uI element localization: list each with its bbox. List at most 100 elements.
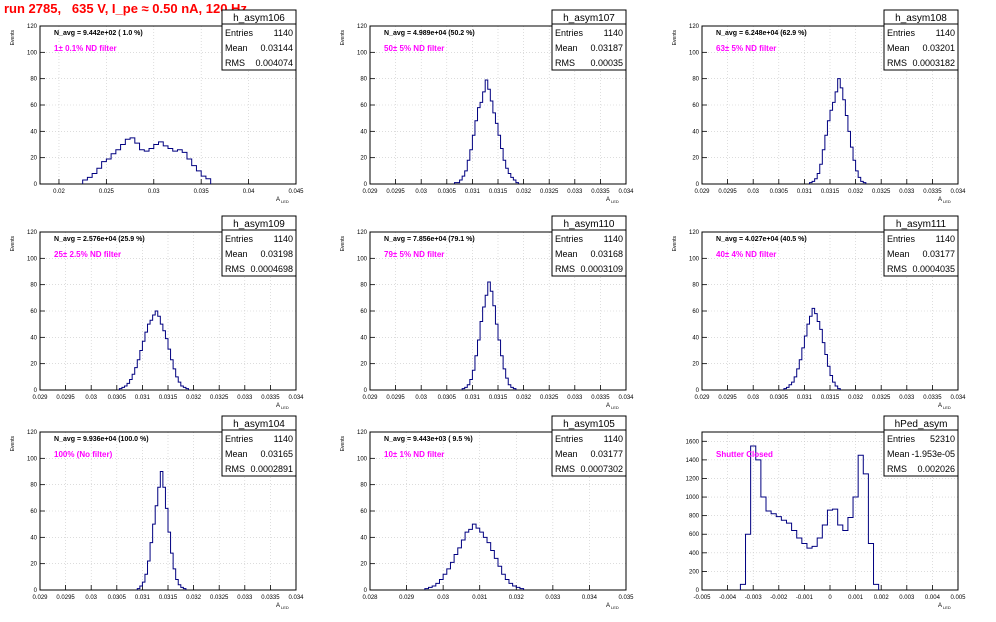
stats-mean-value: 0.03201 [922, 43, 955, 53]
histogram-bin [488, 89, 491, 184]
histogram-bin [840, 88, 843, 184]
histogram-bin [797, 538, 802, 590]
histogram-bin [158, 316, 161, 390]
histogram-bins [137, 472, 186, 591]
x-tick-label: 0.035 [618, 595, 634, 601]
y-tick-label: 0 [364, 388, 368, 394]
histogram-bin [472, 524, 476, 590]
filter-label: 63± 5% ND filter [716, 44, 776, 53]
x-tick-label: 0.033 [567, 189, 583, 195]
histogram-bin [740, 584, 745, 590]
x-axis-label: A [938, 603, 942, 609]
histogram-bin [121, 145, 126, 185]
stats-entries-value: 1140 [604, 434, 623, 444]
histogram-bin [815, 314, 818, 390]
stats-mean-label: Mean [887, 43, 910, 53]
histogram-bin [83, 180, 88, 184]
histogram-bin [469, 529, 473, 590]
x-tick-label: 0.034 [618, 189, 634, 195]
x-tick-label: 0.029 [362, 189, 378, 195]
stats-box [883, 9, 959, 71]
stats-hist-name: h_asym108 [895, 13, 947, 24]
y-tick-label: 0 [34, 388, 38, 394]
histogram-bin [150, 320, 153, 390]
x-tick-label: 0.0315 [489, 189, 508, 195]
y-tick-label: 120 [27, 230, 38, 236]
histogram-bin [454, 554, 458, 590]
histogram-bin [502, 574, 506, 590]
y-tick-label: 40 [30, 335, 37, 341]
histogram-bin [776, 517, 781, 590]
y-tick-label: 0 [696, 588, 700, 594]
histogram-bins [784, 308, 840, 390]
x-tick-label: 0.001 [848, 595, 864, 601]
y-tick-label: 0 [364, 588, 368, 594]
histogram-bin [817, 322, 820, 390]
y-tick-label: 80 [692, 77, 699, 83]
x-tick-label: 0.0295 [718, 189, 737, 195]
x-tick-label: 0.029 [694, 189, 710, 195]
histogram-bin [483, 537, 487, 590]
x-axis-label: A [938, 403, 942, 409]
histogram-bin [761, 497, 766, 590]
navg-label: N_avg = 6.248e+04 (62.9 %) [716, 30, 807, 37]
x-tick-label: 0.0295 [386, 189, 405, 195]
filter-label: 40± 4% ND filter [716, 250, 776, 259]
stats-entries-label: Entries [225, 434, 254, 444]
x-tick-label: 0.033 [567, 395, 583, 401]
stats-hist-name: h_asym106 [233, 13, 285, 24]
x-tick-label: 0.03 [747, 395, 759, 401]
x-tick-label: 0.0315 [159, 595, 178, 601]
stats-mean-value: 0.03144 [260, 43, 293, 53]
histogram-bins [462, 282, 516, 390]
x-tick-label: 0.0335 [923, 189, 942, 195]
histogram-bin [154, 145, 159, 185]
x-tick-label: 0.028 [362, 595, 378, 601]
stats-entries-label: Entries [887, 28, 916, 38]
stats-rms-label: RMS [225, 58, 245, 68]
histogram-bin [513, 586, 517, 590]
stats-mean-label: Mean [225, 249, 248, 259]
x-axis-label-subscript: LED [943, 405, 951, 410]
navg-label: N_avg = 9.936e+04 (100.0 %) [54, 436, 149, 443]
histogram-bin [822, 525, 827, 590]
stats-rms-label: RMS [225, 464, 245, 474]
histogram-bin [756, 460, 761, 590]
navg-label: N_avg = 2.576e+04 (25.9 %) [54, 236, 145, 243]
filter-label: 25± 2.5% ND filter [54, 250, 121, 259]
histogram-bin [461, 540, 465, 590]
stats-rms-label: RMS [555, 58, 575, 68]
x-tick-label: 0.029 [32, 595, 48, 601]
x-tick-label: 0.031 [797, 189, 813, 195]
stats-entries-label: Entries [555, 434, 584, 444]
y-axis-label: Events [340, 30, 346, 46]
histogram-bin [751, 446, 756, 590]
filter-label: 100% (No filter) [54, 450, 113, 459]
stats-rms-value: 0.002026 [917, 464, 955, 474]
stats-mean-label: Mean [555, 43, 578, 53]
y-tick-label: 120 [27, 24, 38, 30]
histogram-bin [490, 101, 493, 184]
y-tick-label: 100 [357, 456, 368, 462]
y-tick-label: 100 [27, 456, 38, 462]
y-tick-label: 20 [692, 362, 699, 368]
x-tick-label: 0.034 [582, 595, 598, 601]
x-tick-label: 0.034 [950, 189, 966, 195]
histogram-bin [509, 583, 513, 590]
x-tick-label: 0.032 [848, 189, 864, 195]
x-tick-label: 0.035 [194, 189, 210, 195]
y-tick-label: 80 [30, 483, 37, 489]
stats-rms-value: 0.0004698 [250, 264, 293, 274]
histogram-bin [436, 583, 440, 590]
y-tick-label: 1000 [686, 495, 700, 501]
x-axis-label-subscript: LED [281, 199, 289, 204]
histogram-bin [173, 151, 178, 184]
x-tick-label: 0.034 [950, 395, 966, 401]
histogram-panel-h_asym111: 0.029 0.0295 0.03 0.0305 0.031 0.0315 0.032 0.0… [672, 215, 966, 410]
y-tick-label: 20 [30, 156, 37, 162]
x-axis-label: A [938, 197, 942, 203]
x-tick-label: 0.0335 [591, 189, 610, 195]
histogram-bin [494, 558, 498, 590]
histogram-bin [771, 514, 776, 590]
